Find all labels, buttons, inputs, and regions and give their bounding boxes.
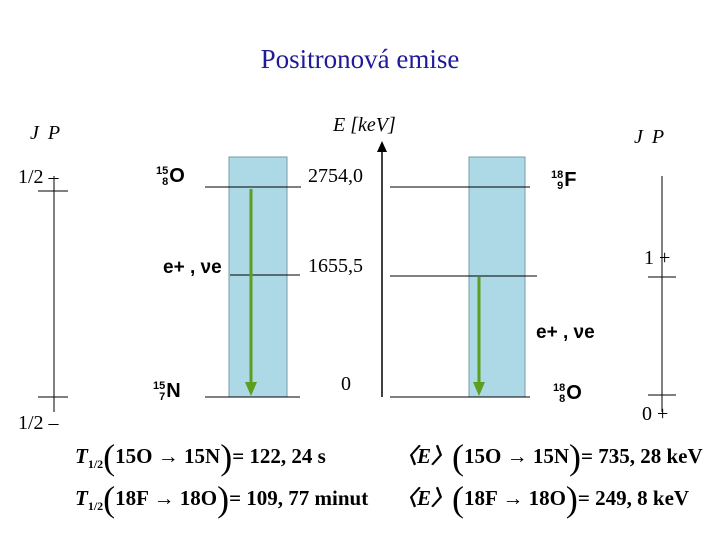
jp-left-label: J P [30,122,63,144]
emission-label-left: e+ , νe [163,257,222,278]
formula-parent: 15O [115,444,153,468]
page-title: Positronová emise [260,44,460,74]
emission-label-right: e+ , νe [536,322,595,343]
nuclide-f18: 18 9F [551,168,577,192]
decay-arrow-left-head [245,382,257,396]
energy-axis-arrowhead [377,141,387,152]
nuclide-o18: 18 8O [553,381,582,405]
energy-axis-label: E [keV] [333,114,396,136]
formula-daughter: 18O [528,486,566,510]
energy-level-1: 2754,0 [308,165,363,187]
jp-right-label: J P [634,126,667,148]
left-decay-box [228,156,288,398]
nuclide-o15: 15 8O [156,164,185,188]
spin-left-top: 1/2 – [18,166,59,188]
formula-daughter: 15N [532,444,570,468]
nuclide-n15: 15 7N [153,379,181,403]
formula-parent: 18F [464,486,498,510]
formula-halflife-f18: T1/2(18F → 18O)= 109, 77 minut [75,479,369,519]
formula-energy-f18: 〈E〉(18F → 18O)= 249, 8 keV [396,479,690,519]
formula-daughter: 15N [184,444,221,468]
formula-parent: 15O [464,444,502,468]
decay-arrow-right-head [473,382,485,396]
formula-halflife-o15: T1/2(15O → 15N)= 122, 24 s [75,437,326,477]
spin-right-top: 1 + [644,247,671,269]
formula-parent: 18F [115,486,149,510]
spin-left-bottom: 1/2 – [18,412,59,434]
energy-level-2: 1655,5 [308,255,363,277]
right-decay-box [468,156,526,398]
formula-energy-o15: 〈E〉(15O → 15N)= 735, 28 keV [396,437,703,477]
spin-right-bottom: 0 + [642,403,669,425]
formula-daughter: 18O [179,486,218,510]
energy-level-3: 0 [341,373,351,395]
